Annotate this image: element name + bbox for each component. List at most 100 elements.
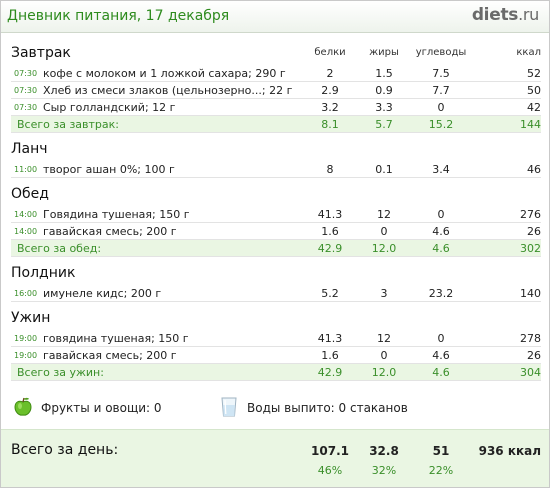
food-row[interactable]: 19:00 говядина тушеная; 150 г 41.3 12 0 278 bbox=[11, 330, 541, 347]
meal-total-row: Всего за ужин: 42.9 12.0 4.6 304 bbox=[11, 364, 541, 381]
value-fat: 12 bbox=[377, 332, 391, 345]
meal-title: Ланч bbox=[11, 141, 48, 157]
value-protein: 42.9 bbox=[317, 366, 343, 379]
item-time: 19:00 bbox=[14, 351, 38, 360]
value-protein: 2 bbox=[326, 67, 334, 80]
item-name: творог ашан 0%; 100 г bbox=[43, 163, 175, 176]
item-time: 19:00 bbox=[14, 334, 38, 343]
food-row[interactable]: 14:00 гавайская смесь; 200 г 1.6 0 4.6 26 bbox=[11, 223, 541, 240]
value-protein: 5.2 bbox=[321, 287, 339, 300]
value-kcal: 302 bbox=[520, 242, 541, 255]
site-logo[interactable]: diets.ru bbox=[472, 5, 539, 25]
meal-title: Обед bbox=[11, 186, 49, 202]
item-name: Хлеб из смеси злаков (цельнозерно...; 22… bbox=[43, 84, 293, 97]
day-kcal: 936 ккал bbox=[478, 444, 541, 458]
food-row[interactable]: 07:30 кофе с молоком и 1 ложкой сахара; 2… bbox=[11, 65, 541, 82]
meal-title: Полдник bbox=[11, 265, 76, 281]
value-fat: 1.5 bbox=[375, 67, 393, 80]
value-carbs: 4.6 bbox=[432, 242, 450, 255]
value-fat: 12.0 bbox=[371, 366, 397, 379]
value-protein: 41.3 bbox=[317, 208, 343, 221]
item-name: имунеле кидс; 200 г bbox=[43, 287, 162, 300]
day-carbs-pct: 22% bbox=[428, 464, 454, 477]
item-name: говядина тушеная; 150 г bbox=[43, 332, 189, 345]
value-fat: 5.7 bbox=[375, 118, 393, 131]
item-time: 16:00 bbox=[14, 289, 38, 298]
item-name: гавайская смесь; 200 г bbox=[43, 225, 177, 238]
value-carbs: 7.7 bbox=[432, 84, 450, 97]
logo-main: diets bbox=[471, 5, 519, 25]
value-fat: 12.0 bbox=[371, 242, 397, 255]
value-fat: 12 bbox=[377, 208, 391, 221]
food-row[interactable]: 07:30 Хлеб из смеси злаков (цельнозерно..… bbox=[11, 82, 541, 99]
apple-icon bbox=[14, 397, 32, 416]
value-protein: 3.2 bbox=[321, 101, 339, 114]
value-kcal: 140 bbox=[520, 287, 541, 300]
item-time: 07:30 bbox=[14, 69, 38, 78]
food-row[interactable]: 16:00 имунеле кидс; 200 г 5.2 3 23.2 140 bbox=[11, 285, 541, 302]
value-kcal: 278 bbox=[520, 332, 541, 345]
meal-total-row: Всего за завтрак: 8.1 5.7 15.2 144 bbox=[11, 116, 541, 133]
item-name: гавайская смесь; 200 г bbox=[43, 349, 177, 362]
day-total-label: Всего за день: bbox=[11, 442, 119, 458]
meal-total-label: Всего за ужин: bbox=[17, 366, 104, 379]
value-carbs: 4.6 bbox=[432, 366, 450, 379]
item-time: 11:00 bbox=[14, 165, 38, 174]
value-protein: 8.1 bbox=[321, 118, 339, 131]
day-carbs: 51 bbox=[432, 444, 450, 458]
glass-icon bbox=[221, 397, 237, 417]
col-protein: белки bbox=[314, 47, 346, 58]
item-time: 14:00 bbox=[14, 227, 38, 236]
value-carbs: 7.5 bbox=[432, 67, 450, 80]
value-fat: 3 bbox=[380, 287, 388, 300]
fruit-veg-count: Фрукты и овощи: 0 bbox=[41, 401, 162, 415]
day-fat-pct: 32% bbox=[371, 464, 397, 477]
value-fat: 0.9 bbox=[375, 84, 393, 97]
value-fat: 0 bbox=[380, 349, 388, 362]
value-fat: 0.1 bbox=[375, 163, 393, 176]
meal-title: Ужин bbox=[11, 310, 51, 326]
value-protein: 8 bbox=[326, 163, 334, 176]
item-name: кофе с молоком и 1 ложкой сахара; 290 г bbox=[43, 67, 286, 80]
page-title: Дневник питания, 17 декабря bbox=[7, 8, 230, 24]
column-headers: белки жиры углеводы ккал bbox=[1, 47, 549, 61]
value-fat: 3.3 bbox=[375, 101, 393, 114]
col-fat: жиры bbox=[369, 47, 399, 58]
meal-total-row: Всего за обед: 42.9 12.0 4.6 302 bbox=[11, 240, 541, 257]
extras-bar: Фрукты и овощи: 0 Воды выпито: 0 стакано… bbox=[11, 397, 541, 419]
value-kcal: 46 bbox=[527, 163, 541, 176]
value-kcal: 26 bbox=[527, 225, 541, 238]
meal-total-label: Всего за завтрак: bbox=[17, 118, 120, 131]
item-time: 14:00 bbox=[14, 210, 38, 219]
day-protein: 107.1 bbox=[311, 444, 349, 458]
food-row[interactable]: 07:30 Сыр голландский; 12 г 3.2 3.3 0 42 bbox=[11, 99, 541, 116]
value-kcal: 52 bbox=[527, 67, 541, 80]
water-count: Воды выпито: 0 стаканов bbox=[247, 401, 408, 415]
value-kcal: 26 bbox=[527, 349, 541, 362]
value-protein: 1.6 bbox=[321, 349, 339, 362]
food-row[interactable]: 19:00 гавайская смесь; 200 г 1.6 0 4.6 26 bbox=[11, 347, 541, 364]
value-kcal: 304 bbox=[520, 366, 541, 379]
value-protein: 1.6 bbox=[321, 225, 339, 238]
value-carbs: 0 bbox=[437, 101, 445, 114]
logo-suffix: .ru bbox=[518, 5, 539, 24]
value-protein: 42.9 bbox=[317, 242, 343, 255]
meal-total-label: Всего за обед: bbox=[17, 242, 102, 255]
food-row[interactable]: 14:00 Говядина тушеная; 150 г 41.3 12 0 276 bbox=[11, 206, 541, 223]
item-time: 07:30 bbox=[14, 86, 38, 95]
value-kcal: 42 bbox=[527, 101, 541, 114]
header: Дневник питания, 17 декабря diets.ru bbox=[1, 1, 549, 33]
value-carbs: 15.2 bbox=[428, 118, 454, 131]
day-fat: 32.8 bbox=[369, 444, 399, 458]
item-name: Говядина тушеная; 150 г bbox=[43, 208, 190, 221]
value-carbs: 0 bbox=[437, 208, 445, 221]
value-carbs: 3.4 bbox=[432, 163, 450, 176]
value-fat: 0 bbox=[380, 225, 388, 238]
day-protein-pct: 46% bbox=[317, 464, 343, 477]
food-row[interactable]: 11:00 творог ашан 0%; 100 г 8 0.1 3.4 46 bbox=[11, 161, 541, 178]
value-protein: 2.9 bbox=[321, 84, 339, 97]
col-kcal: ккал bbox=[516, 47, 541, 58]
value-kcal: 276 bbox=[520, 208, 541, 221]
col-carbs: углеводы bbox=[415, 47, 467, 58]
